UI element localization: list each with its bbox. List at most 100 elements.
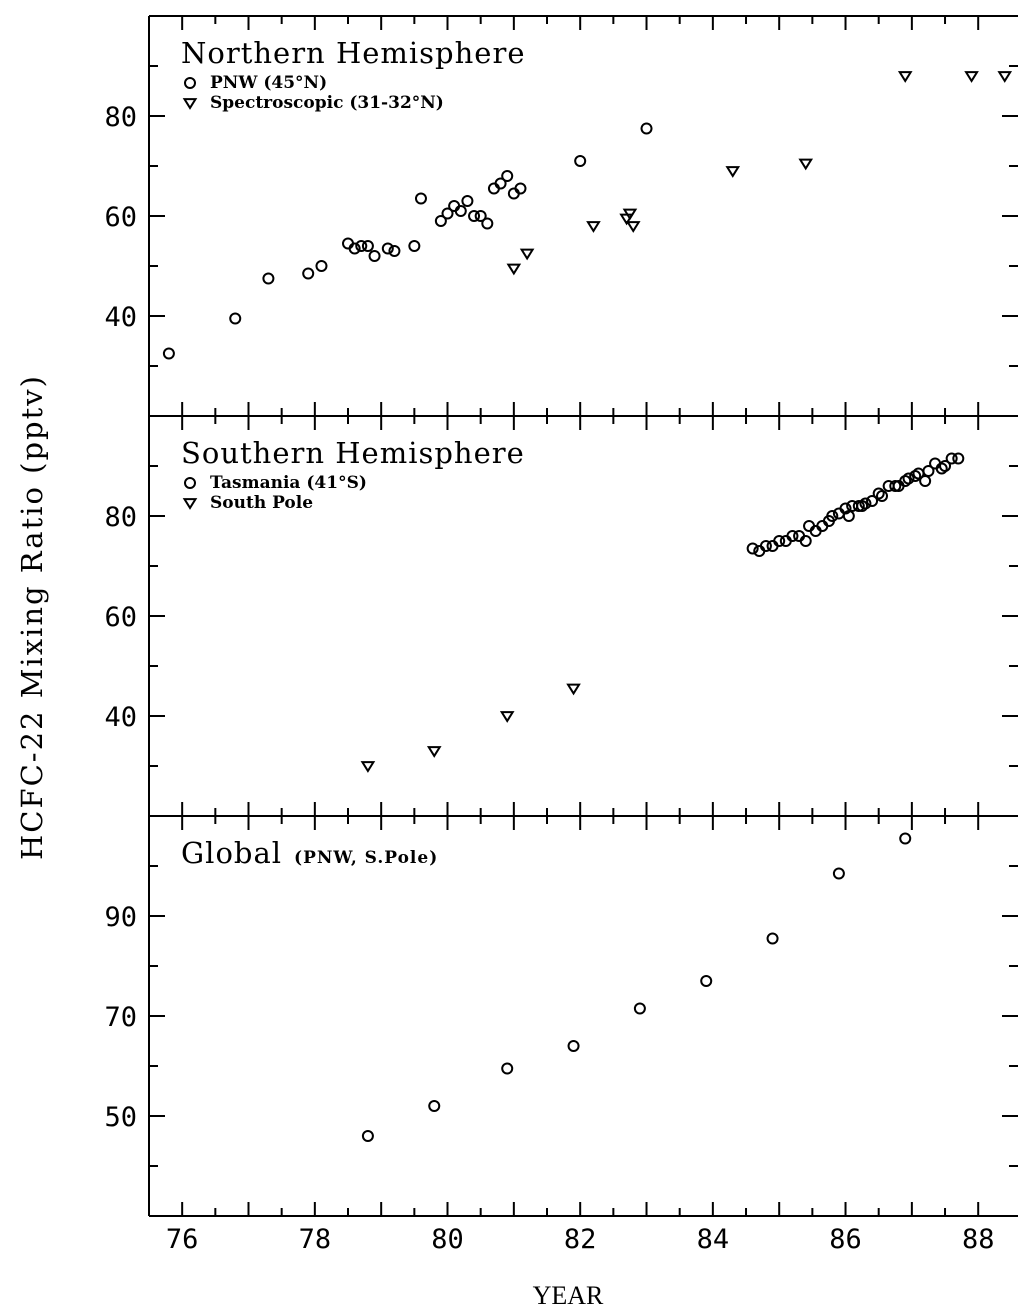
panels: 40 60 80 Northern Hemisphere PNW (45°N)Spect… xyxy=(104,15,1018,1255)
data-point-circle xyxy=(826,510,839,522)
data-point-triangle xyxy=(506,263,522,276)
data-point-circle xyxy=(766,932,779,945)
data-point-circle xyxy=(574,155,587,167)
data-point-circle xyxy=(361,240,374,252)
data-point-circle xyxy=(759,540,772,552)
panel-title-note: (PNW, S.Pole) xyxy=(294,848,438,868)
panel-3: 50 70 90 76 78 80 82 84 86 88 Global (PNW, S.Pole) xyxy=(104,816,1018,1255)
data-point-circle xyxy=(633,1002,646,1015)
panel-title: Global (PNW, S.Pole) xyxy=(181,836,438,870)
data-point-circle xyxy=(428,1100,441,1112)
data-point-triangle xyxy=(499,711,515,723)
data-point-circle xyxy=(501,1062,514,1075)
data-point-circle xyxy=(852,500,865,512)
data-point-circle xyxy=(494,177,507,190)
data-point-circle xyxy=(229,312,242,325)
legend-label: Tasmania (41°S) xyxy=(210,473,367,493)
y-tick-label: 80 xyxy=(104,102,137,133)
data-point-circle xyxy=(184,477,196,489)
data-point-triangle xyxy=(426,746,442,758)
data-point-circle xyxy=(461,195,474,207)
data-point-circle xyxy=(909,470,922,482)
data-point-circle xyxy=(866,495,879,507)
data-point-circle xyxy=(899,832,912,845)
data-point-circle xyxy=(832,867,845,880)
data-point-triangle xyxy=(897,71,913,83)
legend-label: Spectroscopic (31-32°N) xyxy=(210,93,444,113)
data-point-triangle xyxy=(622,208,638,221)
data-point-circle xyxy=(474,210,487,222)
y-axis-label: HCFC-22 Mixing Ratio (pptv) xyxy=(15,374,49,860)
panel-title: Southern Hemisphere xyxy=(181,436,525,470)
data-point-circle xyxy=(468,210,481,222)
data-point-triangle xyxy=(586,221,601,233)
data-point-circle xyxy=(640,122,653,135)
data-point-triangle xyxy=(182,498,198,510)
data-point-circle xyxy=(381,242,394,255)
data-point-triangle xyxy=(360,761,376,773)
x-tick-label: 82 xyxy=(564,1224,597,1255)
data-point-circle xyxy=(414,192,427,205)
x-tick-label: 88 xyxy=(962,1224,995,1255)
data-point-circle xyxy=(361,1130,374,1142)
data-point-circle xyxy=(454,205,467,217)
data-point-circle xyxy=(434,215,447,227)
y-tick-label: 60 xyxy=(104,602,137,633)
data-point-circle xyxy=(859,497,872,510)
data-point-circle xyxy=(889,480,902,492)
data-point-circle xyxy=(700,975,713,987)
data-point-circle xyxy=(939,460,952,472)
x-tick-label: 78 xyxy=(299,1224,332,1255)
data-point-circle xyxy=(919,475,932,487)
y-tick-label: 60 xyxy=(104,202,137,233)
data-point-triangle xyxy=(566,683,581,696)
data-point-triangle xyxy=(725,166,741,178)
data-point-circle xyxy=(315,260,328,272)
y-tick-label: 70 xyxy=(104,1002,137,1033)
data-point-circle xyxy=(567,1040,580,1052)
data-point-circle xyxy=(922,465,935,477)
data-point-circle xyxy=(856,500,869,512)
legend-label: PNW (45°N) xyxy=(210,73,327,93)
data-point-circle xyxy=(746,542,759,555)
y-tick-label: 80 xyxy=(104,502,137,533)
data-point-circle xyxy=(501,170,514,182)
y-tick-label: 40 xyxy=(104,302,137,333)
legend-label: South Pole xyxy=(210,493,313,513)
data-point-circle xyxy=(408,240,421,252)
data-point-triangle xyxy=(997,71,1013,83)
x-tick-label: 80 xyxy=(431,1224,464,1255)
data-point-triangle xyxy=(519,248,535,261)
data-point-circle xyxy=(368,250,381,262)
y-tick-label: 50 xyxy=(104,1102,137,1133)
data-point-circle xyxy=(872,487,885,500)
data-point-triangle xyxy=(182,98,198,110)
panel-1: 40 60 80 Northern Hemisphere PNW (45°N)Spect… xyxy=(104,15,1018,417)
data-point-circle xyxy=(842,510,855,522)
x-tick-label: 84 xyxy=(697,1224,730,1255)
data-point-circle xyxy=(388,245,401,257)
data-point-circle xyxy=(799,535,812,547)
data-point-triangle xyxy=(964,71,979,83)
data-point-circle xyxy=(839,502,852,515)
data-point-circle xyxy=(773,535,786,547)
data-point-circle xyxy=(952,452,965,465)
data-point-circle xyxy=(481,217,494,230)
data-point-circle xyxy=(945,452,958,465)
data-point-circle xyxy=(348,242,361,255)
data-point-circle xyxy=(162,347,175,360)
data-point-circle xyxy=(902,472,915,485)
data-point-circle xyxy=(935,462,948,475)
x-axis-label: YEAR xyxy=(533,1281,604,1310)
panel-2: 40 60 80 Southern Hemisphere Tasmania (41°S)… xyxy=(104,416,1018,817)
data-point-circle xyxy=(262,272,275,285)
data-point-circle xyxy=(876,490,889,502)
y-tick-label: 40 xyxy=(104,702,137,733)
y-tick-label: 90 xyxy=(104,902,137,933)
data-point-circle xyxy=(786,530,799,542)
data-point-circle xyxy=(441,207,454,220)
data-point-circle xyxy=(899,475,912,487)
data-point-circle xyxy=(184,77,196,89)
data-point-circle xyxy=(302,267,315,280)
